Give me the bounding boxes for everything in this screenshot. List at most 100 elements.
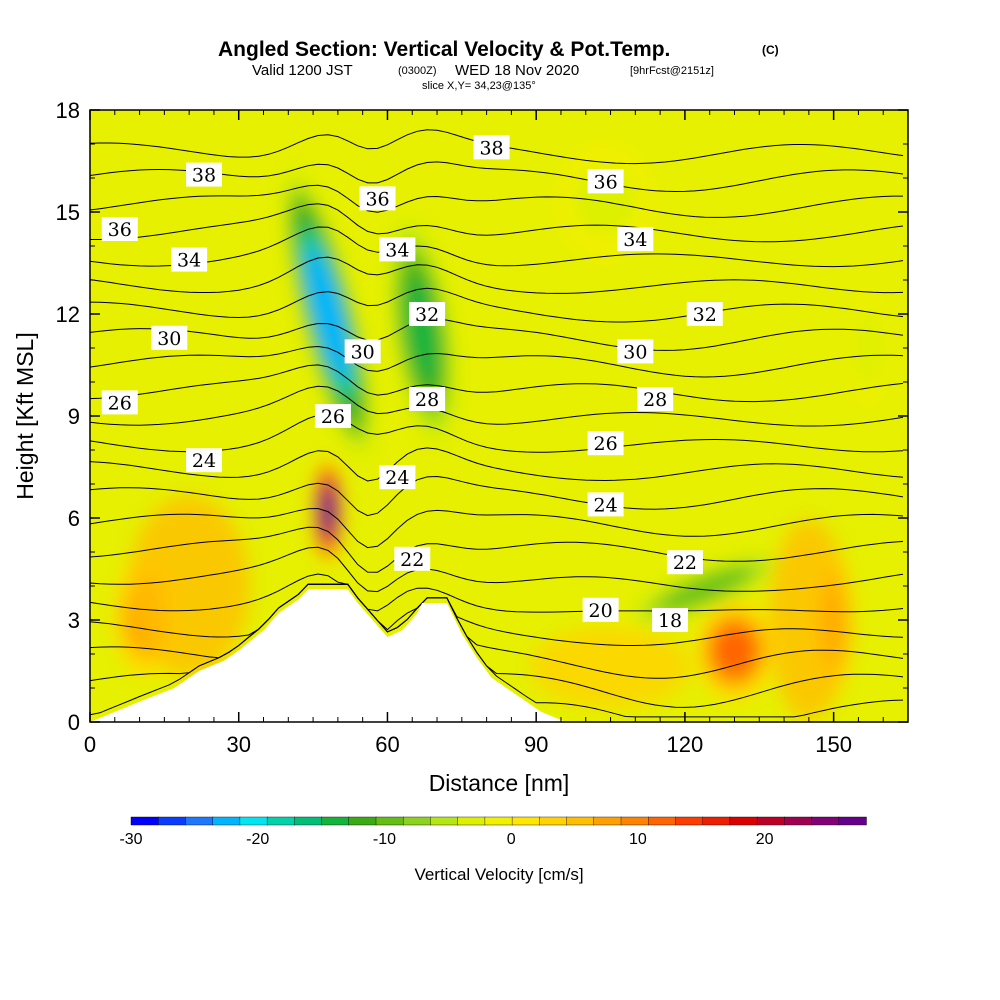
theta-contour-label: 30	[617, 339, 654, 364]
y-tick-label: 9	[68, 404, 80, 429]
contour-label-bg	[587, 492, 624, 517]
velocity-feature-3	[713, 627, 756, 674]
theta-contour-label: 22	[394, 546, 431, 571]
theta-contour-label: 22	[666, 550, 703, 575]
contour-label-bg	[637, 387, 674, 411]
theta-contour-line	[90, 385, 904, 427]
theta-contour-line	[90, 184, 903, 218]
contour-label-bg	[344, 339, 381, 364]
contour-label-bg	[409, 387, 446, 411]
contour-label-bg	[379, 237, 416, 262]
colorbar-tick-label: -30	[119, 831, 142, 848]
colorbar-swatch	[457, 816, 486, 826]
contour-label-text: 32	[415, 304, 439, 326]
theta-contour-label: 20	[582, 597, 619, 622]
contour-label-text: 36	[365, 188, 389, 210]
colorbar-tick-label: -20	[246, 831, 269, 848]
theta-contour-label: 36	[359, 186, 396, 211]
colorbar-tick-label: -10	[373, 831, 396, 848]
contour-label-text: 34	[385, 239, 409, 261]
theta-contour-line	[90, 364, 904, 403]
theta-contour-label: 36	[101, 217, 138, 241]
contour-label-text: 32	[693, 304, 717, 326]
theta-contour-line	[90, 203, 904, 243]
colorbar-swatch	[593, 816, 622, 826]
contour-label-text: 34	[623, 229, 647, 251]
theta-contour-labels: 38 38 36 36 36 34 34 34 32 32 30 30 30 28 28 26 26 26 24 24…	[101, 135, 723, 632]
contour-label-bg	[617, 227, 654, 252]
colorbar-swatch	[212, 816, 241, 826]
y-tick-label: 15	[56, 200, 80, 225]
contour-label-text: 30	[623, 341, 647, 363]
theta-contour-line	[90, 475, 904, 517]
contour-label-bg	[101, 390, 138, 415]
x-tick-label: 90	[524, 732, 548, 757]
contour-label-text: 24	[385, 467, 409, 489]
theta-contour-line	[90, 287, 904, 323]
contour-label-bg	[587, 169, 624, 194]
theta-contour-label: 18	[652, 608, 689, 632]
contour-label-bg	[151, 325, 188, 350]
contour-label-text: 26	[108, 392, 132, 414]
chart-subtitle-run: [9hrFcst@2151z]	[630, 65, 714, 77]
colorbar-swatch	[266, 816, 296, 826]
contour-label-bg	[101, 217, 138, 241]
contour-label-text: 28	[415, 389, 439, 411]
contour-label-bg	[617, 339, 654, 364]
x-axis-title: Distance [nm]	[429, 770, 570, 796]
velocity-feature-0	[306, 247, 350, 381]
chart-subtitle-utc: (0300Z)	[398, 65, 437, 77]
contour-label-bg	[666, 550, 703, 575]
theta-contour-line	[90, 573, 904, 613]
contour-label-text: 38	[479, 137, 503, 159]
colorbar-swatch	[620, 816, 649, 826]
theta-contour-layer	[90, 129, 904, 718]
y-tick-label: 0	[68, 710, 80, 735]
colorbar-swatch	[566, 816, 595, 826]
colorbar-swatch	[321, 816, 350, 826]
theta-contour-line	[90, 447, 904, 482]
colorbar-swatch	[539, 816, 568, 826]
theta-contour-line	[90, 413, 904, 453]
contour-label-bg	[587, 431, 624, 456]
contour-label-text: 36	[108, 219, 132, 241]
contour-label-bg	[409, 302, 446, 326]
chart-title: Angled Section: Vertical Velocity & Pot.…	[218, 38, 670, 61]
contour-label-text: 24	[593, 494, 617, 516]
contour-label-text: 36	[593, 171, 617, 193]
theta-contour-line	[90, 226, 904, 268]
contour-label-text: 26	[321, 406, 345, 428]
x-tick-label: 150	[815, 732, 852, 757]
contour-label-bg	[186, 448, 223, 473]
x-tick-label: 0	[84, 732, 96, 757]
contour-label-text: 38	[192, 165, 216, 187]
theta-contour-label: 28	[637, 387, 674, 411]
contour-label-bg	[652, 608, 689, 632]
theta-contour-label: 24	[186, 448, 223, 473]
theta-contour-line	[90, 583, 904, 679]
theta-contour-label: 34	[171, 247, 208, 272]
theta-contour-label: 28	[409, 387, 446, 411]
chart-slice-label: slice X,Y= 34,23@135°	[422, 80, 536, 92]
colorbar-swatch	[756, 816, 786, 826]
colorbar-tick-label: 0	[507, 831, 516, 848]
theta-contour-label: 26	[101, 390, 138, 415]
chart-title-suffix: (C)	[762, 43, 779, 57]
contour-label-bg	[186, 162, 223, 187]
theta-contour-label: 32	[686, 302, 723, 326]
colorbar-swatch	[294, 816, 323, 826]
colorbar-swatch	[430, 816, 459, 826]
colorbar-swatch	[158, 816, 187, 826]
colorbar-swatch	[729, 816, 758, 826]
terrain-mask	[90, 589, 908, 722]
theta-contour-label: 38	[473, 135, 510, 160]
contour-label-text: 20	[589, 600, 613, 622]
contour-label-bg	[394, 546, 431, 571]
chart-subtitle-valid: Valid 1200 JST	[252, 62, 353, 79]
theta-contour-line	[90, 583, 904, 646]
colorbar-tick-label: 20	[756, 831, 774, 848]
velocity-background-1	[530, 627, 691, 708]
contour-label-bg	[359, 186, 396, 211]
